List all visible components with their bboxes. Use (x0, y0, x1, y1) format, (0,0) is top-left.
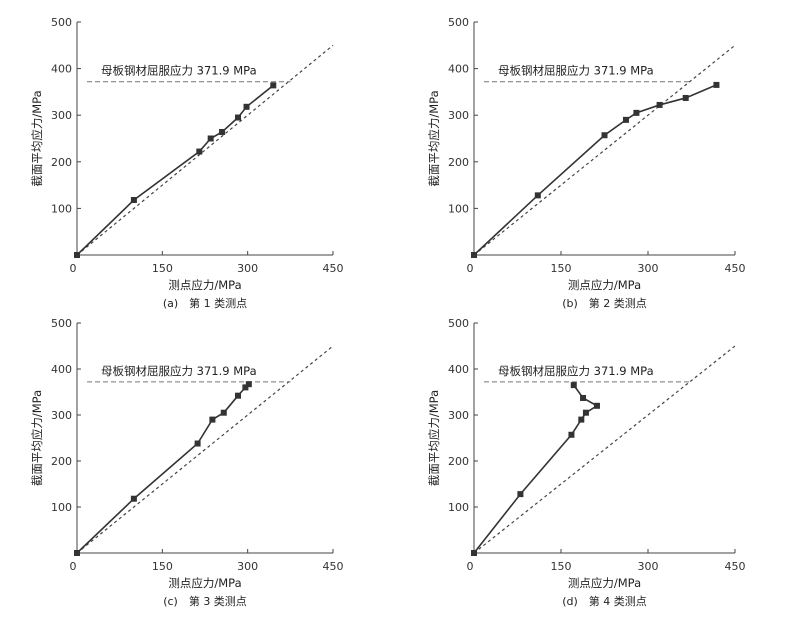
y-tick-label: 100 (51, 202, 72, 215)
yield-stress-annotation: 母板钢材屈服应力 371.9 MPa (498, 64, 654, 78)
data-point (74, 550, 80, 556)
x-tick-label: 300 (237, 262, 258, 275)
y-tick-label: 300 (448, 409, 469, 422)
x-tick-label: 450 (725, 262, 746, 275)
data-point (194, 440, 201, 447)
y-tick-label: 500 (51, 317, 72, 330)
reference-line (473, 345, 736, 554)
data-point (578, 416, 585, 423)
data-point (130, 495, 137, 502)
panel-caption: (d) 第 4 类测点 (562, 594, 647, 608)
x-tick-label: 0 (467, 262, 474, 275)
x-tick-label: 450 (725, 560, 746, 573)
data-point (471, 550, 477, 556)
x-tick-label: 450 (323, 560, 344, 573)
x-tick-label: 0 (70, 262, 77, 275)
y-tick-label: 300 (51, 409, 72, 422)
chart-panel-4: 100 200 300 400 500 0 150 300 450 测点应力/MPa 截面平均应力/… (427, 317, 746, 608)
panel-caption: (a) 第 1 类测点 (163, 296, 247, 310)
reference-line (473, 44, 736, 256)
data-point (656, 101, 663, 108)
data-point (534, 192, 541, 199)
data-point (580, 394, 587, 401)
x-axis-label: 测点应力/MPa (168, 278, 241, 292)
panel-caption: (b) 第 2 类测点 (562, 296, 647, 310)
x-tick-label: 150 (551, 560, 572, 573)
data-point (633, 109, 640, 116)
series-line (76, 383, 250, 554)
data-point (682, 94, 689, 101)
data-point (245, 381, 252, 388)
y-tick-label: 300 (448, 109, 469, 122)
yield-stress-annotation: 母板钢材屈服应力 371.9 MPa (101, 364, 257, 378)
series-line (473, 384, 599, 554)
x-tick-label: 150 (152, 262, 173, 275)
y-tick-label: 200 (51, 455, 72, 468)
x-axis-label: 测点应力/MPa (568, 278, 641, 292)
y-tick-label: 100 (51, 501, 72, 514)
chart-panel-3: 100 200 300 400 500 0 150 300 450 测点应力/MPa 截面平均应力/… (30, 317, 344, 608)
y-tick-label: 400 (51, 363, 72, 376)
x-tick-label: 300 (638, 560, 659, 573)
y-tick-label: 500 (448, 16, 469, 29)
x-tick-label: 0 (70, 560, 77, 573)
y-tick-label: 200 (51, 156, 72, 169)
reference-line (76, 44, 334, 256)
x-tick-label: 150 (152, 560, 173, 573)
y-tick-label: 400 (448, 63, 469, 76)
series-line (473, 84, 717, 256)
x-axis-label: 测点应力/MPa (168, 576, 241, 590)
data-point (622, 116, 629, 123)
x-tick-label: 300 (638, 262, 659, 275)
chart-panel-1: 100 200 300 400 500 0 150 300 450 测点应力/MPa 截面平均应力/… (30, 16, 344, 310)
x-tick-label: 0 (467, 560, 474, 573)
y-tick-label: 300 (51, 109, 72, 122)
y-tick-label: 500 (51, 16, 72, 29)
y-tick-label: 100 (448, 202, 469, 215)
data-point (209, 416, 216, 423)
data-point (593, 402, 600, 409)
data-point (601, 132, 608, 139)
data-point (242, 384, 249, 391)
y-tick-label: 200 (448, 455, 469, 468)
yield-stress-annotation: 母板钢材屈服应力 371.9 MPa (498, 364, 654, 378)
data-point (582, 409, 589, 416)
panel-caption: (c) 第 3 类测点 (163, 594, 247, 608)
x-tick-label: 150 (551, 262, 572, 275)
series-line (76, 84, 274, 256)
data-point (471, 252, 477, 258)
data-point (130, 197, 137, 204)
y-axis-label: 截面平均应力/MPa (427, 390, 441, 486)
y-axis-label: 截面平均应力/MPa (427, 90, 441, 186)
data-point (196, 148, 203, 155)
y-axis-label: 截面平均应力/MPa (30, 390, 44, 486)
data-point (713, 81, 720, 88)
data-point (270, 82, 277, 89)
data-point (568, 431, 575, 438)
chart-panel-2: 100 200 300 400 500 0 150 300 450 测点应力/MPa 截面平均应力/… (427, 16, 746, 310)
y-tick-label: 200 (448, 156, 469, 169)
data-point (517, 491, 524, 498)
y-axis-label: 截面平均应力/MPa (30, 90, 44, 186)
yield-stress-annotation: 母板钢材屈服应力 371.9 MPa (101, 64, 257, 78)
data-point (234, 392, 241, 399)
x-tick-label: 300 (237, 560, 258, 573)
data-point (219, 128, 226, 135)
y-tick-label: 400 (51, 63, 72, 76)
y-tick-label: 500 (448, 317, 469, 330)
y-tick-label: 400 (448, 363, 469, 376)
data-point (243, 103, 250, 110)
x-tick-label: 450 (323, 262, 344, 275)
data-point (207, 135, 214, 142)
data-point (74, 252, 80, 258)
data-point (570, 382, 577, 389)
y-tick-label: 100 (448, 501, 469, 514)
data-point (220, 409, 227, 416)
data-point (234, 114, 241, 121)
x-axis-label: 测点应力/MPa (568, 576, 641, 590)
reference-line (76, 345, 334, 554)
